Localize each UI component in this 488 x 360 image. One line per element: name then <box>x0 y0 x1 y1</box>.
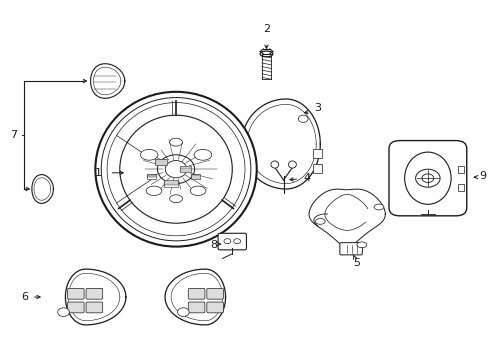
Text: 8: 8 <box>210 240 217 250</box>
Ellipse shape <box>169 195 182 203</box>
Text: 7: 7 <box>10 130 17 140</box>
Bar <box>147 174 156 179</box>
Ellipse shape <box>58 308 69 316</box>
Bar <box>312 164 321 173</box>
Ellipse shape <box>233 239 240 244</box>
Ellipse shape <box>157 155 194 184</box>
FancyBboxPatch shape <box>86 288 102 299</box>
Ellipse shape <box>373 204 383 210</box>
Ellipse shape <box>260 51 272 57</box>
Ellipse shape <box>356 242 366 248</box>
Text: 5: 5 <box>353 258 360 268</box>
Bar <box>312 149 321 158</box>
Text: 1: 1 <box>95 168 102 178</box>
Bar <box>458 166 464 173</box>
FancyBboxPatch shape <box>67 302 84 313</box>
Text: 3: 3 <box>314 103 321 113</box>
FancyBboxPatch shape <box>86 302 102 313</box>
Text: 2: 2 <box>263 24 269 34</box>
Ellipse shape <box>169 138 182 146</box>
Ellipse shape <box>177 308 189 316</box>
Ellipse shape <box>95 92 256 247</box>
Ellipse shape <box>194 149 211 160</box>
Bar <box>180 166 191 172</box>
Ellipse shape <box>146 186 162 195</box>
Ellipse shape <box>415 169 439 187</box>
Text: 6: 6 <box>21 292 28 302</box>
FancyBboxPatch shape <box>188 288 204 299</box>
Ellipse shape <box>224 239 230 244</box>
Ellipse shape <box>421 174 433 183</box>
FancyBboxPatch shape <box>339 243 362 255</box>
Ellipse shape <box>404 152 450 204</box>
FancyBboxPatch shape <box>206 302 223 313</box>
Text: 9: 9 <box>478 171 486 181</box>
Ellipse shape <box>298 115 307 122</box>
Ellipse shape <box>140 149 158 160</box>
Text: 4: 4 <box>303 173 310 183</box>
Ellipse shape <box>101 98 250 241</box>
Ellipse shape <box>315 219 325 224</box>
Ellipse shape <box>107 103 244 236</box>
Bar <box>458 184 464 191</box>
FancyBboxPatch shape <box>206 288 223 299</box>
FancyBboxPatch shape <box>388 140 466 216</box>
Ellipse shape <box>120 115 232 223</box>
Bar <box>164 180 178 187</box>
Ellipse shape <box>165 161 186 178</box>
FancyBboxPatch shape <box>67 288 84 299</box>
Ellipse shape <box>190 186 205 195</box>
Bar <box>190 174 200 179</box>
FancyBboxPatch shape <box>188 302 204 313</box>
Ellipse shape <box>270 161 278 168</box>
FancyBboxPatch shape <box>218 233 246 250</box>
Ellipse shape <box>288 161 296 168</box>
Bar <box>155 159 167 165</box>
